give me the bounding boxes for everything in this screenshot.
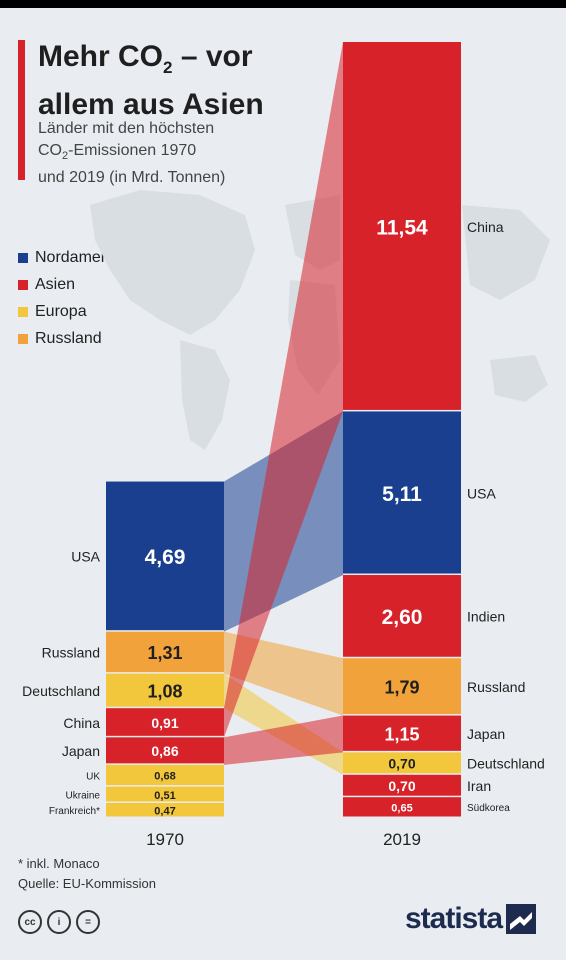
country-label-2019-russland: Russland xyxy=(467,679,525,695)
cc-icon: cc xyxy=(18,910,42,934)
value-label-2019-japan: 1,15 xyxy=(384,724,419,744)
legend-swatch xyxy=(18,306,28,317)
country-label-1970-japan: Japan xyxy=(62,743,100,759)
bar-segment-1970-usa xyxy=(106,481,224,631)
country-label-1970-usa: USA xyxy=(71,549,100,565)
value-label-1970-china: 0,91 xyxy=(151,715,178,731)
top-bar xyxy=(0,0,566,8)
value-label-1970-russland: 1,31 xyxy=(147,643,182,663)
value-label-1970-japan: 0,86 xyxy=(151,743,178,759)
value-label-1970-ukraine: 0,51 xyxy=(154,790,175,802)
bar-segment-1970-russland xyxy=(106,631,224,673)
chart-title: Mehr CO2 – vor allem aus Asien xyxy=(38,40,264,121)
legend-item-asien: Asien xyxy=(18,271,127,298)
legend-item-russland: Russland xyxy=(18,325,127,352)
legend-item-europa: Europa xyxy=(18,298,127,325)
country-label-1970-deutschland: Deutschland xyxy=(22,683,100,699)
country-label-1970-russland: Russland xyxy=(42,645,100,661)
flow-ribbon-japan xyxy=(224,715,343,765)
flow-ribbon-china xyxy=(224,42,343,738)
country-label-1970-uk: UK xyxy=(86,771,100,782)
country-label-2019-usa: USA xyxy=(467,485,496,501)
bar-segment-2019-usa xyxy=(343,411,461,574)
country-label-2019-japan: Japan xyxy=(467,726,505,742)
year-label-1970: 1970 xyxy=(146,830,184,849)
bar-segment-2019-deutschland xyxy=(343,752,461,774)
value-label-1970-frankreich: 0,47 xyxy=(154,805,175,817)
legend-label: Europa xyxy=(35,302,87,320)
stacked-bars xyxy=(106,42,461,817)
value-label-2019-deutschland: 0,70 xyxy=(388,756,415,772)
legend-swatch xyxy=(18,252,28,263)
bar-segment-1970-ukraine xyxy=(106,786,224,802)
value-label-2019-china: 11,54 xyxy=(376,216,428,239)
bar-segment-2019-russland xyxy=(343,658,461,715)
bar-segment-2019-japan xyxy=(343,715,461,751)
value-label-2019-indien: 2,60 xyxy=(382,606,423,629)
value-label-1970-usa: 4,69 xyxy=(145,546,186,569)
bar-segment-1970-frankreich xyxy=(106,802,224,817)
value-label-1970-deutschland: 1,08 xyxy=(147,681,182,701)
country-label-1970-ukraine: Ukraine xyxy=(66,790,101,801)
bar-segment-1970-deutschland xyxy=(106,673,224,707)
country-label-2019-südkorea: Südkorea xyxy=(467,803,510,814)
year-label-2019: 2019 xyxy=(383,830,421,849)
value-label-2019-iran: 0,70 xyxy=(388,778,415,794)
statista-logo: statista xyxy=(405,902,537,936)
bar-segment-2019-südkorea xyxy=(343,797,461,817)
value-label-2019-russland: 1,79 xyxy=(384,677,419,697)
flow-ribbons xyxy=(224,42,343,775)
bar-segment-1970-japan xyxy=(106,737,224,764)
bar-segment-2019-china xyxy=(343,42,461,410)
title-accent-bar xyxy=(18,40,25,180)
no-derivatives-icon: = xyxy=(76,910,100,934)
source-note: Quelle: EU-Kommission xyxy=(18,876,156,891)
legend-label: Russland xyxy=(35,329,102,347)
bar-segment-1970-uk xyxy=(106,764,224,786)
legend-swatch xyxy=(18,279,28,290)
footnote: * inkl. Monaco xyxy=(18,856,100,871)
value-label-2019-südkorea: 0,65 xyxy=(391,803,412,815)
statista-logo-icon xyxy=(506,904,537,934)
country-label-2019-indien: Indien xyxy=(467,609,505,625)
creative-commons-icons: cc i = xyxy=(18,910,100,934)
value-label-1970-uk: 0,68 xyxy=(154,771,175,783)
country-label-2019-china: China xyxy=(467,219,504,235)
bar-segment-1970-china xyxy=(106,708,224,736)
bar-labels: 0,47 Frankreich* 0,51 Ukraine 0,68 UK 0,86 Japa… xyxy=(22,216,545,849)
country-label-1970-china: China xyxy=(63,715,100,731)
attribution-icon: i xyxy=(47,910,71,934)
country-label-2019-deutschland: Deutschland xyxy=(467,756,545,772)
bar-segment-2019-iran xyxy=(343,774,461,796)
value-label-2019-usa: 5,11 xyxy=(382,483,422,506)
chart-subtitle: Länder mit den höchsten CO2-Emissionen 1… xyxy=(38,120,226,187)
country-label-2019-iran: Iran xyxy=(467,778,491,794)
bar-segment-2019-indien xyxy=(343,575,461,657)
country-label-1970-frankreich: Frankreich* xyxy=(49,806,100,817)
legend-label: Asien xyxy=(35,275,76,293)
legend-swatch xyxy=(18,333,28,344)
